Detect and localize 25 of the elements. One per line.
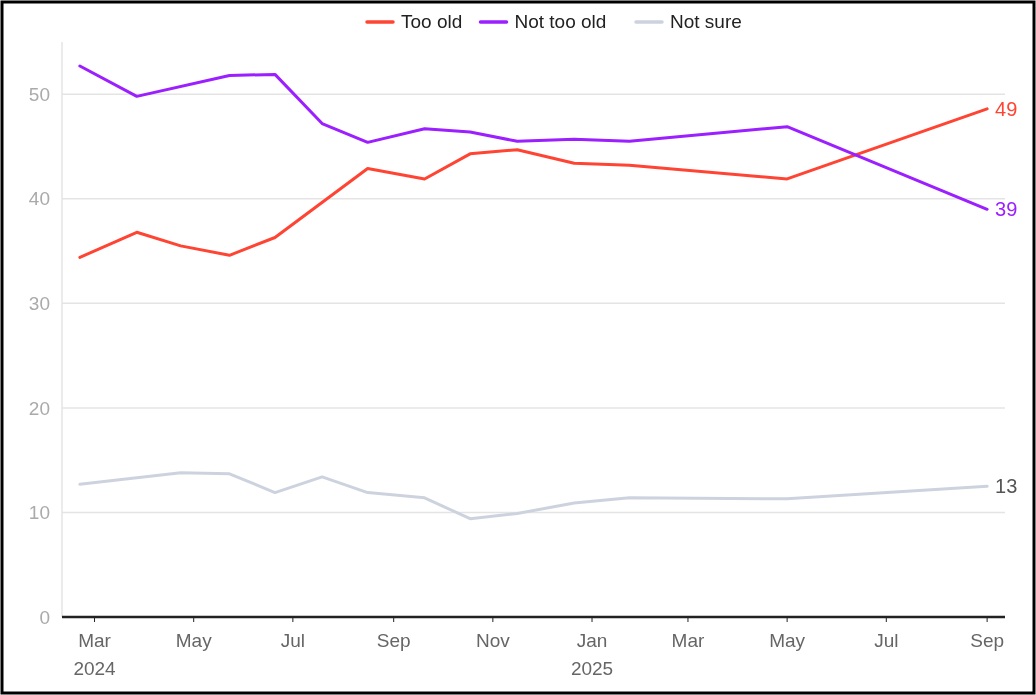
x-tick-label: Sep: [970, 630, 1005, 651]
x-tick-label: Jan 2025: [570, 630, 614, 679]
line-series: [78, 107, 989, 259]
x-tick-label: Mar 2024: [73, 630, 117, 679]
legend-label: Not sure: [670, 11, 742, 32]
x-tick-label: Mar: [671, 630, 705, 651]
data-label: 39: [995, 198, 1018, 221]
x-tick-label: May: [175, 630, 213, 651]
y-tick-label: 0: [39, 606, 50, 628]
x-tick-label: Sep: [376, 630, 411, 651]
y-tick-label: 30: [28, 293, 50, 315]
y-tick-label: 40: [28, 188, 50, 210]
y-tick-label: 20: [28, 397, 50, 419]
line-series: [78, 471, 989, 521]
data-label: 13: [995, 475, 1018, 498]
legend-label: Not too old: [514, 11, 607, 32]
y-tick-label: 10: [28, 502, 50, 524]
x-tick-label: Jul: [874, 630, 899, 651]
legend-label: Too old: [401, 11, 463, 32]
data-label: 49: [995, 97, 1018, 120]
x-tick-label: Jul: [280, 630, 306, 651]
x-tick-label: May: [769, 630, 806, 651]
y-tick-label: 50: [28, 83, 50, 105]
x-tick-label: Nov: [475, 630, 511, 651]
line-series: [78, 64, 989, 211]
